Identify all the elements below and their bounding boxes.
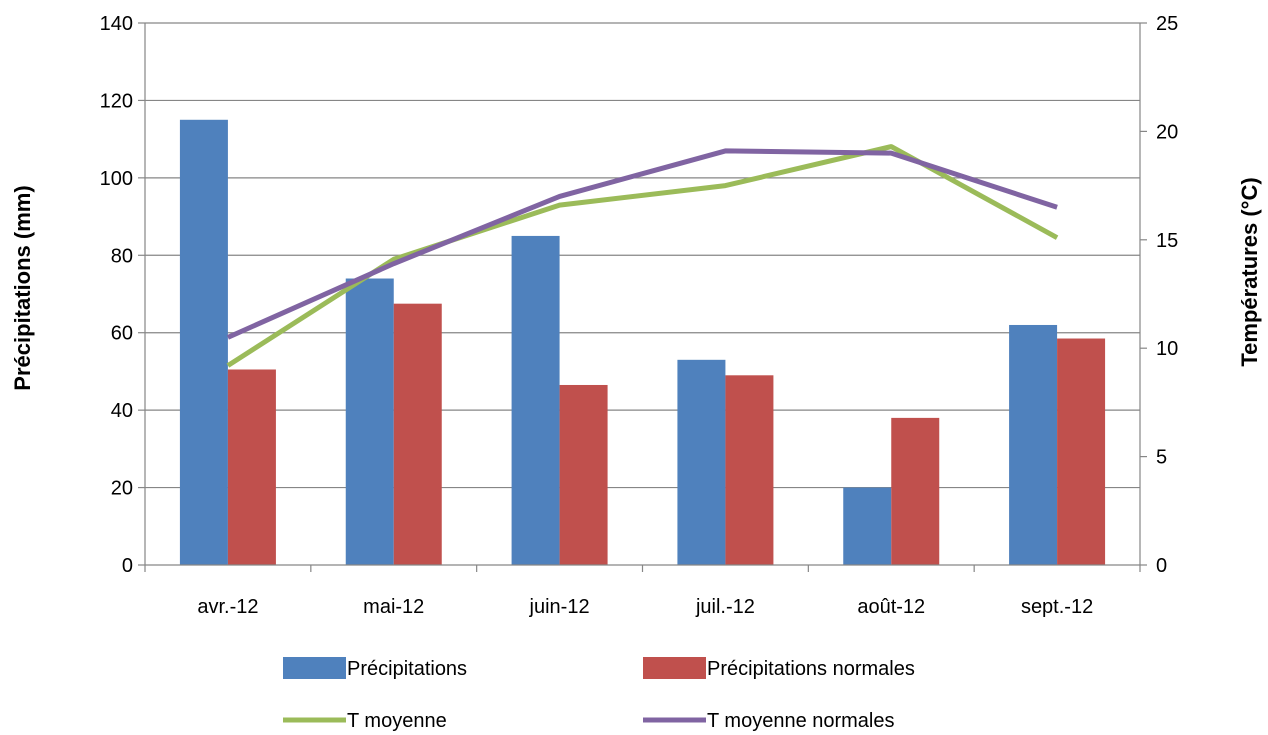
bar-precipitations (511, 235, 560, 565)
legend: Précipitations Précipitations normales T m… (283, 657, 915, 732)
bar-precipitations-normales (559, 384, 608, 565)
y2-axis-ticks: 0 5 10 15 20 25 (1156, 13, 1178, 577)
legend-swatch (283, 657, 346, 679)
bar-precipitations (345, 278, 394, 565)
y-tick-label: 20 (111, 478, 133, 500)
y-tick-label: 0 (122, 555, 133, 577)
legend-label: Précipitations normales (707, 658, 915, 680)
line-t-moyenne-normales (226, 148, 1058, 340)
x-axis-ticks: avr.-12 mai-12 juin-12 juil.-12 août-12 sept.… (197, 596, 1093, 618)
bar-precipitations (843, 487, 892, 565)
legend-label: T moyenne normales (707, 710, 895, 732)
y-axis-ticks: 0 20 40 60 80 100 120 140 (100, 13, 133, 577)
y-axis-title: Précipitations (mm) (10, 185, 35, 390)
y2-tick-label: 10 (1156, 338, 1178, 360)
bar-precipitations-normales (393, 303, 442, 565)
y-tick-label: 80 (111, 245, 133, 267)
x-tick-label: juin-12 (529, 596, 590, 618)
x-tick-label: sept.-12 (1021, 596, 1093, 618)
bar-precipitations-normales (227, 369, 276, 565)
legend-label: T moyenne (347, 710, 447, 732)
y2-tick-label: 25 (1156, 13, 1178, 35)
gridlines (145, 22, 1140, 489)
legend-label: Précipitations (347, 658, 467, 680)
lines (226, 144, 1059, 368)
x-tick-label: mai-12 (363, 596, 424, 618)
x-tick-label: juil.-12 (695, 596, 755, 618)
y2-tick-label: 5 (1156, 447, 1167, 469)
legend-item-precipitations: Précipitations (283, 657, 467, 680)
bar-precipitations (1009, 324, 1058, 565)
axes (138, 22, 1147, 572)
y-tick-label: 120 (100, 90, 133, 112)
bar-precipitations-normales (725, 375, 774, 565)
y2-axis-title: Températures (°C) (1237, 177, 1262, 366)
bar-precipitations (677, 359, 726, 565)
y-tick-label: 140 (100, 13, 133, 35)
y-tick-label: 100 (100, 168, 133, 190)
y2-tick-label: 15 (1156, 230, 1178, 252)
y2-tick-label: 0 (1156, 555, 1167, 577)
y-tick-label: 60 (111, 323, 133, 345)
y2-tick-label: 20 (1156, 121, 1178, 143)
bar-precipitations-normales (891, 417, 940, 565)
y-tick-label: 40 (111, 400, 133, 422)
legend-item-precipitations-normales: Précipitations normales (643, 657, 915, 680)
x-tick-label: avr.-12 (197, 596, 258, 618)
x-tick-label: août-12 (857, 596, 925, 618)
bar-precipitations-normales (1057, 338, 1106, 565)
bars (179, 119, 1106, 566)
legend-item-t-moyenne-normales: T moyenne normales (643, 710, 895, 732)
bar-precipitations (179, 119, 228, 566)
legend-item-t-moyenne: T moyenne (283, 710, 447, 732)
legend-swatch (643, 657, 706, 679)
